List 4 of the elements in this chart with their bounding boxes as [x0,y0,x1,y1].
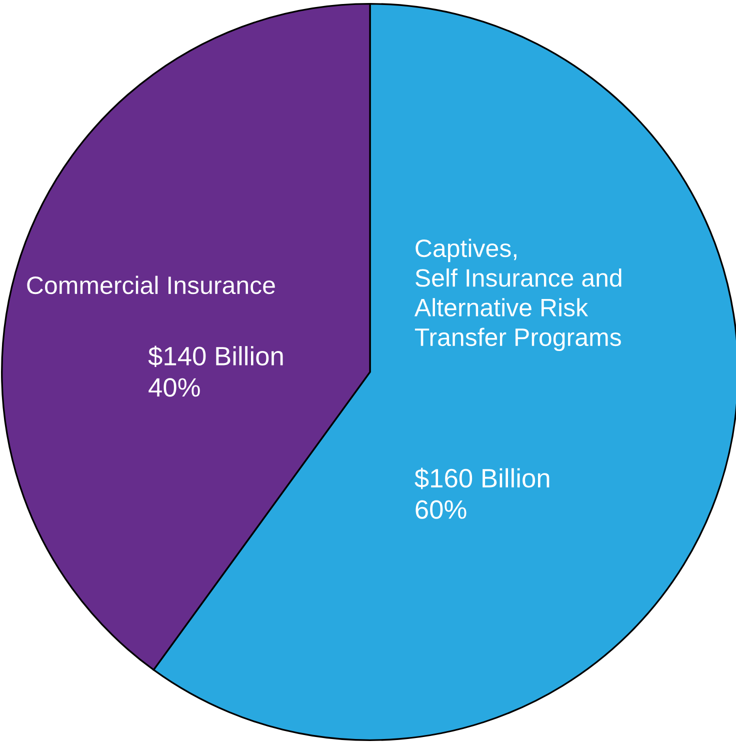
data-label: $140 Billion 40% [148,346,283,397]
slice-label: Commercial Insurance [27,276,275,294]
slice-label: Captives, Self Insurance and Alternative Risk Transfer Programs [414,238,622,352]
data-label: $160 Billion 60% [414,468,550,519]
